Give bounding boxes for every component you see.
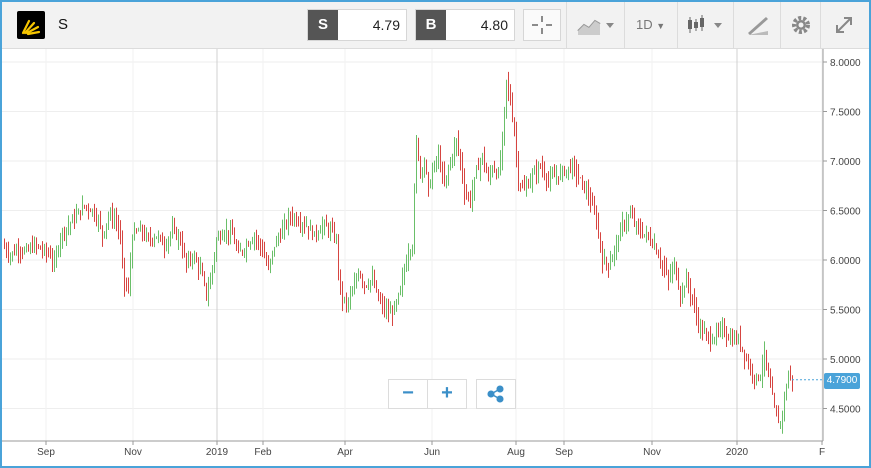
chart-type-dropdown[interactable] — [572, 9, 622, 41]
interval-dropdown[interactable]: 1D ▼ — [630, 9, 674, 41]
y-tick-label: 5.0000 — [830, 355, 861, 366]
share-icon — [487, 385, 504, 403]
symbol-label: S — [58, 16, 69, 33]
x-tick-label: F — [819, 447, 825, 458]
x-tick-label: Aug — [507, 447, 525, 458]
y-tick-label: 6.5000 — [830, 207, 861, 218]
last-price-tag: 4.7900 — [824, 373, 860, 389]
candlestick-icon — [688, 15, 722, 33]
y-tick-label: 7.0000 — [830, 157, 861, 168]
x-tick-label: 2020 — [726, 447, 749, 458]
x-tick-label: Nov — [643, 447, 661, 458]
x-tick-label: Jun — [424, 447, 440, 458]
buy-price: 4.80 — [480, 17, 508, 33]
zoom-out-button[interactable]: − — [388, 379, 428, 409]
draw-icon — [748, 17, 768, 35]
minus-icon: − — [402, 382, 414, 404]
y-tick-label: 8.0000 — [830, 58, 861, 69]
x-tick-label: Apr — [337, 447, 353, 458]
chart-grid — [2, 49, 823, 441]
buy-price-button[interactable]: B 4.80 — [415, 9, 515, 41]
x-tick-label: Sep — [555, 447, 573, 458]
expand-button[interactable] — [828, 9, 860, 41]
expand-icon — [836, 17, 852, 33]
draw-tools-button[interactable] — [740, 9, 776, 41]
sprint-logo-icon — [17, 11, 45, 39]
x-axis: Sep Nov 2019 Feb Apr Jun Aug Sep Nov 2020 F — [2, 440, 825, 458]
settings-button[interactable] — [786, 9, 816, 41]
y-tick-label: 4.5000 — [830, 405, 861, 416]
y-tick-label: 5.5000 — [830, 306, 861, 317]
plus-icon: + — [441, 382, 453, 404]
sell-price-button[interactable]: S 4.79 — [307, 9, 407, 41]
crosshair-button[interactable] — [523, 9, 561, 41]
x-tick-label: Nov — [124, 447, 142, 458]
x-tick-label: 2019 — [206, 447, 229, 458]
x-tick-label: Feb — [254, 447, 272, 458]
zoom-in-button[interactable]: + — [427, 379, 467, 409]
sell-price: 4.79 — [372, 17, 400, 33]
price-chart[interactable]: 8.0000 7.5000 7.0000 6.5000 6.0000 5.5000 5.00… — [2, 49, 869, 466]
toolbar: S S 4.79 B 4.80 — [2, 2, 869, 49]
candles — [4, 71, 823, 434]
x-tick-label: Sep — [37, 447, 55, 458]
y-axis: 8.0000 7.5000 7.0000 6.5000 6.0000 5.5000 5.00… — [822, 49, 861, 441]
sell-tag: S — [308, 10, 338, 40]
share-button[interactable] — [476, 379, 516, 409]
candle-style-dropdown[interactable] — [682, 9, 728, 41]
y-tick-label: 6.0000 — [830, 256, 861, 267]
y-tick-label: 7.5000 — [830, 108, 861, 119]
line-chart-icon — [577, 19, 614, 35]
interval-label: 1D — [636, 17, 653, 32]
crosshair-icon — [532, 16, 552, 34]
chevron-down-icon: ▼ — [656, 21, 666, 31]
gear-icon — [792, 16, 810, 34]
buy-tag: B — [416, 10, 446, 40]
